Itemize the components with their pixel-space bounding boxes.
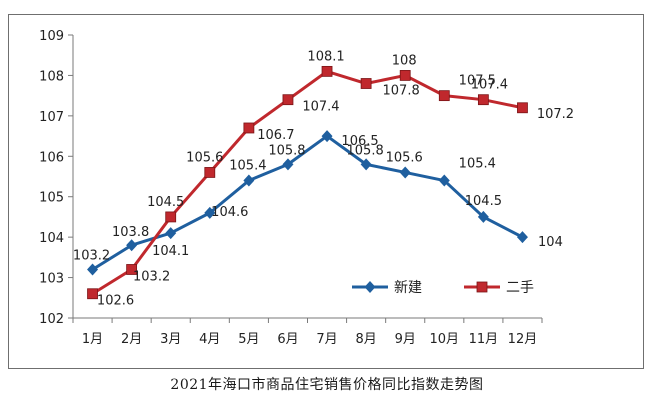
y-tick-label: 104	[39, 231, 64, 246]
data-point-new	[282, 158, 294, 171]
chart-caption: 2021年海口市商品住宅销售价格同比指数走势图	[170, 377, 484, 393]
data-label: 107.5	[459, 74, 496, 89]
y-tick-label: 106	[39, 150, 64, 165]
x-tick-label: 11月	[469, 332, 499, 347]
y-tick-label: 108	[39, 69, 64, 84]
x-tick-label: 12月	[508, 332, 538, 347]
x-tick-label: 9月	[395, 332, 416, 347]
line-chart: 102 103 104 105 106 107 108 109 1月 2月 3月 4月 5月 6月 7月 8月…	[39, 29, 574, 347]
data-label: 104.5	[465, 194, 502, 209]
legend-marker	[476, 281, 488, 293]
data-point-new	[516, 231, 528, 244]
data-point-new	[438, 174, 450, 187]
data-point-resale	[399, 70, 411, 81]
x-tick-label: 5月	[238, 332, 259, 347]
data-point-resale	[282, 94, 294, 106]
series-line-new	[91, 134, 524, 271]
data-point-new	[204, 206, 216, 219]
axes: 102 103 104 105 106 107 108 109 1月 2月 3月 4月 5月 6月 7月 8月…	[39, 29, 543, 347]
data-point-new	[360, 158, 372, 171]
x-tick-label: 10月	[430, 332, 460, 347]
data-point-resale	[87, 288, 98, 300]
data-label: 108.1	[307, 49, 344, 64]
data-point-new	[165, 227, 177, 240]
data-label: 107.4	[302, 100, 339, 115]
series-line-resale	[91, 69, 523, 296]
data-label: 105.8	[347, 143, 384, 158]
data-label: 104.5	[147, 195, 184, 210]
data-label: 108	[392, 53, 417, 68]
data-label: 103.8	[112, 225, 149, 240]
legend-marker	[364, 281, 376, 293]
y-tick-label: 103	[39, 272, 64, 287]
x-tick-label: 8月	[355, 332, 376, 347]
x-tick-label: 4月	[199, 332, 220, 347]
x-tick-label: 1月	[82, 332, 103, 347]
data-point-new	[399, 166, 411, 179]
y-tick-label: 109	[39, 29, 64, 44]
data-label: 105.6	[386, 150, 423, 165]
x-tick-label: 2月	[121, 332, 142, 347]
data-label: 104.1	[152, 244, 189, 259]
data-label: 105.6	[186, 150, 223, 165]
data-label: 105.4	[459, 157, 496, 172]
data-label: 105.8	[268, 143, 305, 158]
data-label: 105.4	[229, 159, 266, 174]
data-label: 104	[538, 235, 563, 250]
data-label: 103.2	[73, 248, 110, 263]
data-point-new	[126, 239, 138, 252]
data-point-resale	[243, 122, 255, 134]
data-point-resale	[360, 78, 372, 89]
data-label: 104.6	[211, 205, 248, 220]
data-point-resale	[126, 264, 138, 275]
data-point-resale	[477, 94, 489, 106]
data-point-resale	[517, 102, 528, 114]
data-label: 106.7	[257, 128, 294, 143]
data-point-new	[321, 130, 333, 143]
data-label: 107.4	[471, 78, 508, 93]
x-tick-label: 7月	[316, 332, 337, 347]
data-point-resale	[204, 167, 216, 178]
data-point-new	[477, 210, 489, 223]
series-markers	[87, 65, 528, 300]
y-tick-label: 105	[39, 191, 64, 206]
data-point-new	[243, 174, 255, 187]
data-label: 103.2	[133, 269, 170, 284]
data-label: 102.6	[97, 294, 134, 309]
data-point-new	[87, 263, 99, 276]
x-tick-label: 3月	[160, 332, 181, 347]
legend-label: 新建	[394, 280, 422, 296]
y-tick-label: 102	[39, 312, 64, 327]
legend-label: 二手	[506, 280, 534, 296]
data-label: 107.2	[537, 107, 574, 122]
data-label: 107.8	[383, 84, 420, 99]
data-point-resale	[165, 211, 177, 223]
data-point-resale	[321, 65, 333, 77]
data-point-resale	[438, 90, 450, 102]
series-lines	[91, 69, 524, 296]
data-labels: 103.2103.8104.1104.6105.4105.8106.5105.8…	[73, 49, 574, 308]
x-tick-label: 6月	[277, 332, 298, 347]
data-label: 106.5	[341, 134, 378, 149]
legend: 新建 二手	[352, 280, 534, 296]
y-tick-label: 107	[39, 110, 64, 125]
